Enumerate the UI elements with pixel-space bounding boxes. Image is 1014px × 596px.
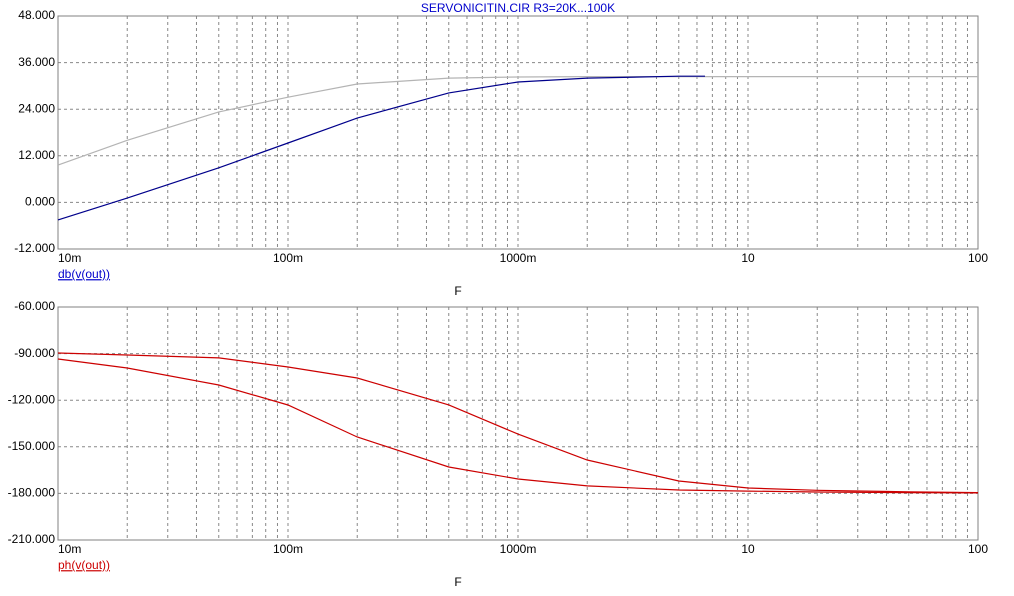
y-axis-label: ph(v(out))	[58, 558, 110, 572]
y-tick-label: -150.000	[8, 439, 56, 453]
x-tick-label: 10	[741, 251, 755, 265]
x-tick-label: 10m	[58, 542, 81, 556]
y-tick-label: 0.000	[25, 195, 55, 209]
y-tick-label: -180.000	[8, 486, 56, 500]
y-axis-label: db(v(out))	[58, 267, 110, 281]
y-tick-label: 24.000	[18, 101, 55, 115]
y-tick-label: -12.000	[14, 241, 55, 255]
series-line	[57, 76, 978, 166]
series-line	[57, 358, 979, 494]
x-tick-label: 100	[968, 251, 988, 265]
y-tick-label: -90.000	[14, 346, 55, 360]
x-tick-label: 1000m	[500, 542, 537, 556]
plot-frame	[57, 306, 979, 541]
chart-title: SERVONICITIN.CIR R3=20K...100K	[421, 1, 615, 15]
x-tick-label: 100	[968, 542, 988, 556]
series-line	[57, 352, 979, 494]
y-tick-label: 36.000	[18, 55, 55, 69]
y-tick-label: 12.000	[18, 148, 55, 162]
x-tick-label: 100m	[273, 251, 303, 265]
x-tick-label: 1000m	[500, 251, 537, 265]
y-tick-label: 48.000	[18, 8, 55, 22]
plot-frame	[57, 15, 979, 250]
x-axis-label: F	[454, 284, 461, 298]
x-tick-label: 100m	[273, 542, 303, 556]
y-tick-label: -60.000	[14, 299, 55, 313]
x-tick-label: 10m	[58, 251, 81, 265]
x-axis-label: F	[454, 575, 461, 589]
y-tick-label: -120.000	[8, 392, 56, 406]
x-tick-label: 10	[741, 542, 755, 556]
series-line	[57, 75, 705, 221]
y-tick-label: -210.000	[8, 532, 56, 546]
